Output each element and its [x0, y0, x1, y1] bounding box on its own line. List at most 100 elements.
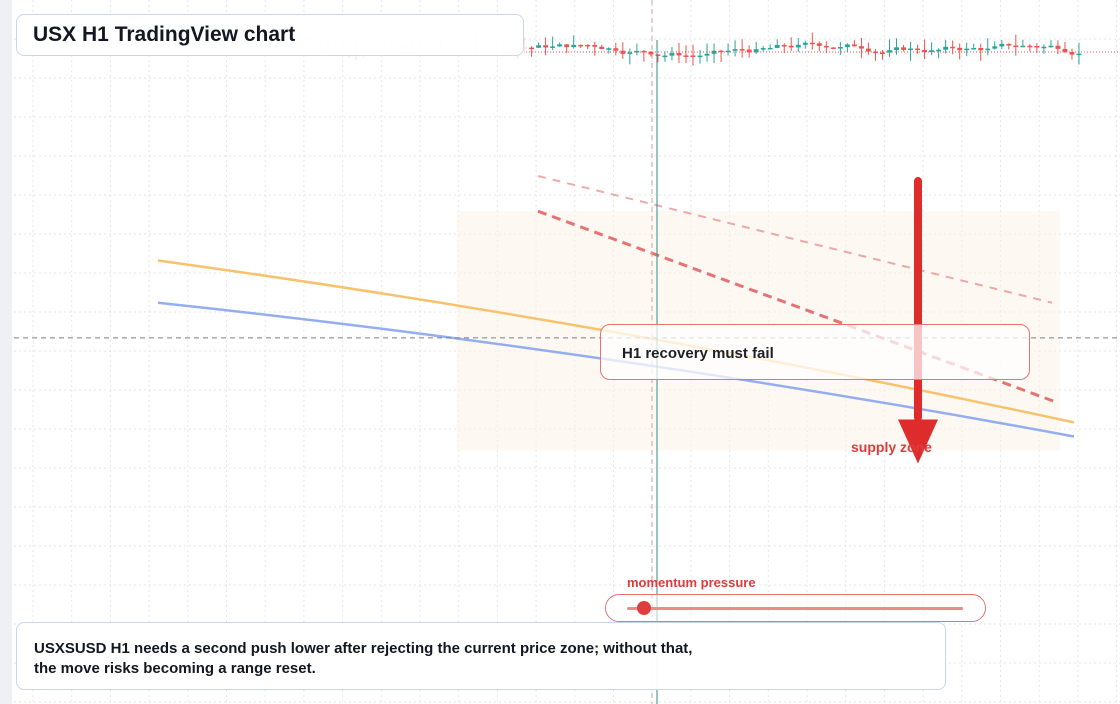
arrow-down-icon: [898, 419, 938, 464]
candle: [746, 45, 752, 58]
candle-body: [915, 48, 921, 51]
candle: [887, 39, 892, 57]
note-line-2: the move risks becoming a range reset.: [34, 660, 316, 677]
candle: [908, 41, 914, 61]
candle-body: [844, 44, 850, 48]
candle-body: [830, 47, 836, 49]
chart-title: USX H1 TradingView chart: [16, 14, 524, 56]
candle-body: [732, 49, 738, 51]
candle: [683, 45, 689, 64]
candle-body: [676, 53, 682, 56]
candle: [1027, 43, 1033, 52]
candle-body: [858, 46, 864, 49]
candle-body: [578, 44, 584, 47]
candle-body: [1062, 48, 1068, 53]
candle-body: [557, 44, 563, 47]
candle-body: [999, 43, 1005, 47]
candle-body: [1076, 53, 1082, 56]
candle: [725, 43, 731, 56]
candle-body: [802, 42, 808, 45]
candle-body: [950, 46, 956, 49]
candle: [873, 48, 878, 61]
candle-body: [985, 48, 991, 51]
candle-body: [683, 55, 689, 57]
candle: [606, 47, 612, 54]
candle: [774, 39, 780, 49]
candle: [620, 42, 626, 59]
candle-body: [943, 46, 949, 50]
candle: [522, 37, 528, 55]
candle-body: [529, 47, 535, 50]
candle-body: [1013, 45, 1019, 48]
candle: [830, 47, 836, 50]
candle: [851, 40, 857, 47]
candle-body: [697, 55, 703, 58]
candle: [922, 39, 928, 60]
candle: [844, 43, 850, 52]
candle-body: [718, 50, 724, 53]
candle: [936, 48, 942, 59]
candle-body: [536, 45, 542, 48]
candle: [915, 44, 921, 54]
candle: [901, 44, 906, 52]
candle-body: [1048, 45, 1054, 48]
candle-body: [978, 47, 984, 51]
candle: [1041, 44, 1047, 54]
candle-body: [809, 42, 815, 45]
candle-body: [585, 44, 591, 47]
candle: [543, 37, 549, 56]
candle: [627, 48, 633, 65]
candle-body: [851, 44, 857, 47]
candle: [676, 42, 682, 63]
candle: [858, 38, 864, 59]
candle: [1062, 41, 1068, 54]
candle: [985, 38, 991, 56]
candle: [943, 39, 949, 54]
candle-body: [971, 47, 977, 50]
candle: [578, 44, 584, 49]
candle: [1006, 43, 1012, 50]
candle-body: [823, 45, 829, 48]
candle-body: [922, 49, 928, 53]
candle: [550, 36, 556, 51]
candle-body: [704, 53, 710, 56]
candle: [732, 40, 738, 57]
candle: [971, 43, 977, 50]
momentum-knob[interactable]: [636, 601, 651, 615]
candle-body: [592, 45, 598, 47]
candle-body: [936, 49, 942, 52]
candle: [880, 49, 885, 60]
momentum-label: momentum pressure: [627, 575, 756, 590]
candle-body: [1041, 46, 1047, 49]
candle-body: [760, 48, 766, 50]
candle-body: [627, 52, 633, 54]
supply-zone-label: supply zone: [851, 439, 932, 455]
candle: [964, 42, 970, 57]
candle: [564, 44, 570, 54]
candle-body: [1020, 45, 1026, 48]
candle: [613, 42, 619, 56]
candle-body: [873, 51, 878, 54]
candle-body: [964, 48, 970, 51]
recovery-callout: H1 recovery must fail: [600, 324, 1030, 380]
candle-body: [887, 50, 892, 53]
candle-body: [1055, 45, 1061, 49]
candle-body: [788, 45, 794, 48]
candle: [704, 43, 710, 62]
candle-body: [725, 50, 731, 53]
candle-body: [781, 45, 787, 47]
candle-body: [929, 50, 935, 53]
candle: [592, 41, 598, 56]
candle: [992, 41, 998, 50]
candle: [655, 54, 661, 63]
left-scale-strip: [0, 0, 12, 704]
candle-body: [816, 43, 822, 46]
candle: [894, 38, 899, 55]
candle-body: [795, 44, 801, 48]
note-line-1: USXSUSD H1 needs a second push lower aft…: [34, 640, 693, 657]
analysis-note: USXSUSD H1 needs a second push lower aft…: [16, 622, 946, 690]
candle: [711, 43, 717, 64]
candle-body: [1006, 43, 1012, 46]
candle: [599, 44, 605, 50]
candle: [669, 47, 675, 61]
